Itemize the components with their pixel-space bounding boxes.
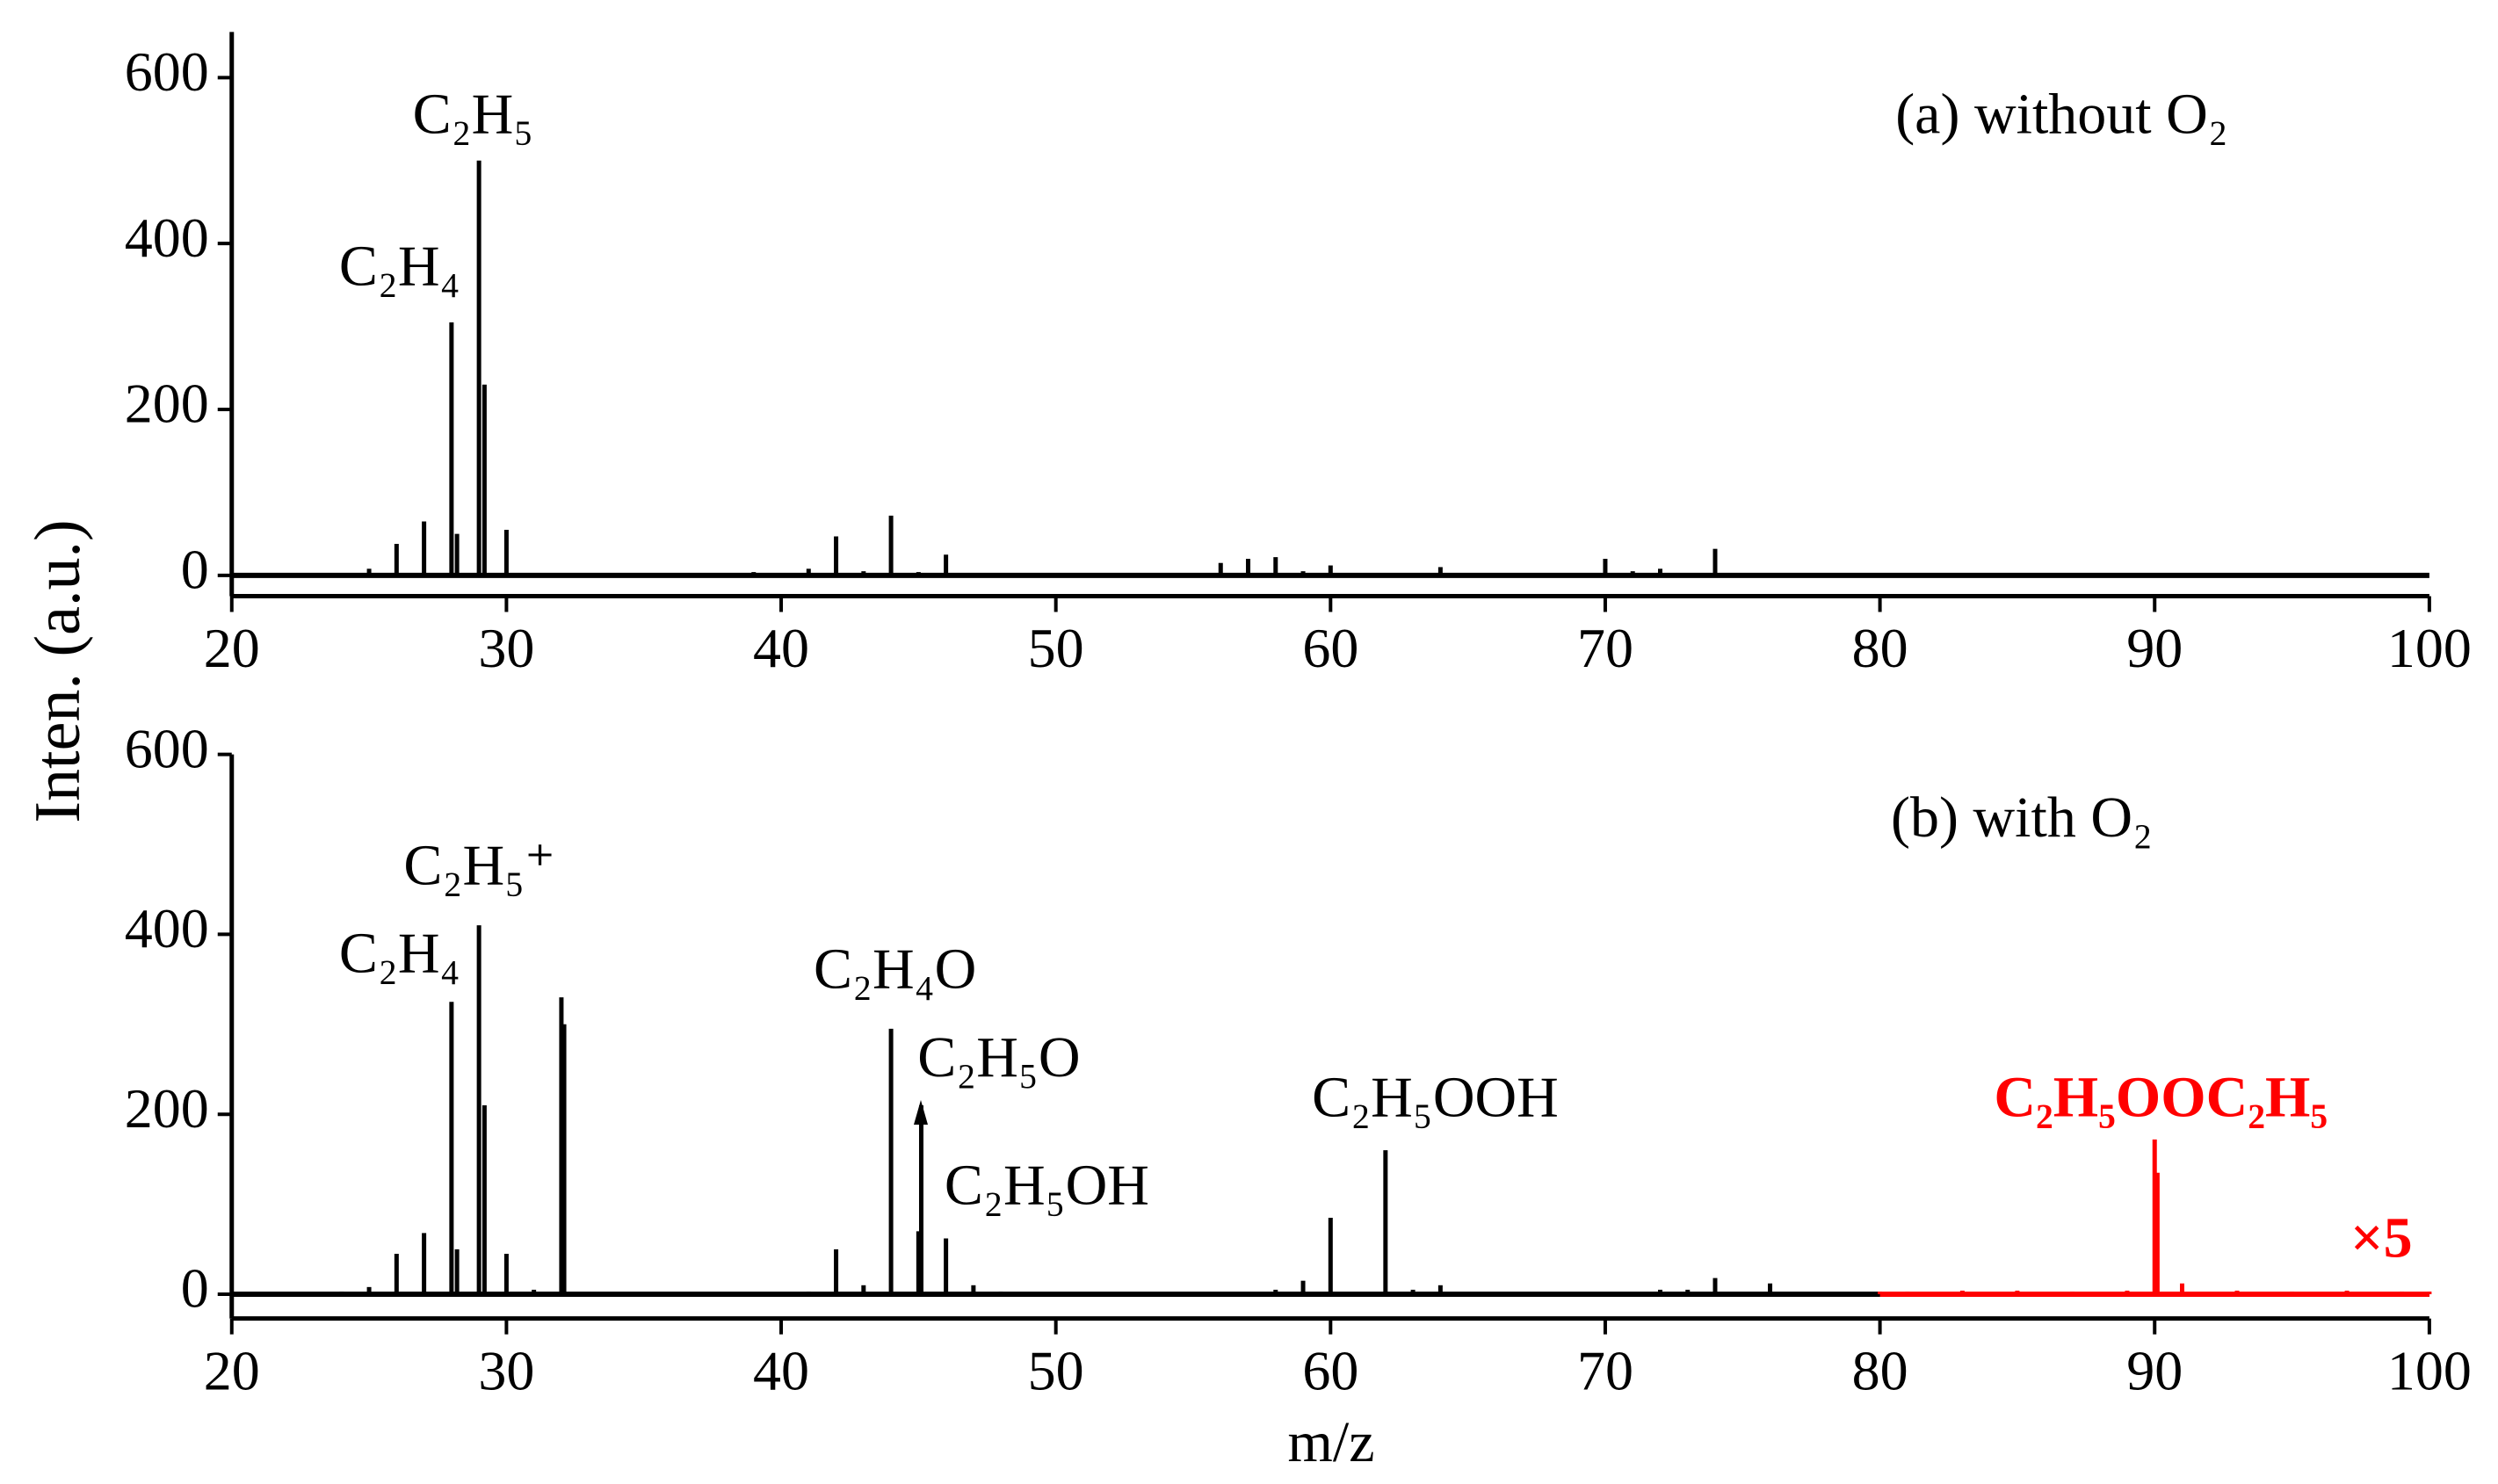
- y-tick-label: 200: [125, 1077, 209, 1140]
- x-tick-label: 60: [1302, 1339, 1358, 1401]
- x-tick-label: 20: [204, 617, 260, 679]
- y-tick-label: 0: [181, 1257, 209, 1320]
- peak-annotation: ×5: [2350, 1205, 2413, 1270]
- x-tick-label: 50: [1028, 1339, 1084, 1401]
- peak-annotation: C₂H₅: [413, 83, 534, 147]
- y-tick-label: 400: [125, 897, 209, 959]
- panel-title: (b) with O₂: [1891, 785, 2153, 850]
- peak-annotation: C₂H₄: [339, 922, 460, 986]
- x-tick-label: 30: [478, 617, 534, 679]
- peak-annotation: C₂H₄: [339, 234, 460, 298]
- y-tick-label: 200: [125, 373, 209, 435]
- y-tick-label: 0: [181, 539, 209, 601]
- y-axis-title: Inten. (a.u.): [22, 519, 94, 822]
- x-axis-title: m/z: [1288, 1410, 1375, 1474]
- x-tick-label: 90: [2126, 1339, 2183, 1401]
- x-tick-label: 40: [753, 617, 809, 679]
- y-tick-label: 600: [125, 40, 209, 103]
- x-tick-label: 30: [478, 1339, 534, 1401]
- x-tick-label: 50: [1028, 617, 1084, 679]
- peak-annotation: C₂H₅O: [917, 1025, 1080, 1089]
- x-tick-label: 100: [2387, 1339, 2472, 1401]
- x-tick-label: 70: [1577, 617, 1633, 679]
- peak-annotation: C₂H₅OOH: [1312, 1065, 1559, 1129]
- x-tick-label: 60: [1302, 617, 1358, 679]
- y-tick-label: 600: [125, 717, 209, 779]
- x-tick-label: 80: [1852, 1339, 1908, 1401]
- panel-title: (a) without O₂: [1895, 83, 2228, 147]
- peak-annotation: C₂H₅⁺: [403, 833, 555, 897]
- y-tick-label: 400: [125, 206, 209, 269]
- peak-annotation: C₂H₅OH: [945, 1153, 1149, 1217]
- x-tick-label: 70: [1577, 1339, 1633, 1401]
- x-tick-label: 40: [753, 1339, 809, 1401]
- peak-annotation: C₂H₄O: [814, 937, 976, 1002]
- x-tick-label: 20: [204, 1339, 260, 1401]
- x-tick-label: 100: [2387, 617, 2472, 679]
- x-tick-label: 80: [1852, 617, 1908, 679]
- x-tick-label: 90: [2126, 617, 2183, 679]
- peak-annotation: C₂H₅OOC₂H₅: [1994, 1065, 2328, 1129]
